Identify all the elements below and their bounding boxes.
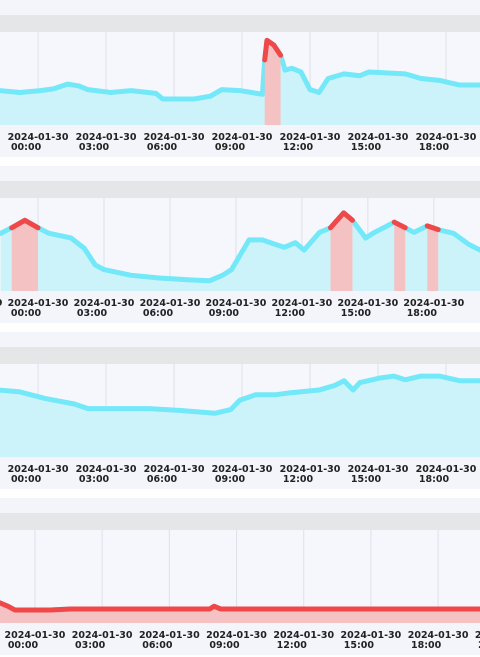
x-tick-date: 2024-01-30 [280,464,341,475]
alert-line [0,600,480,613]
x-tick-date: 2024-01-30 [212,464,273,475]
x-tick-time: 06:00 [147,142,178,153]
x-tick-time: 03:00 [77,308,108,319]
x-tick-date: 2024-01-30 [76,132,137,143]
alert-area [427,225,439,291]
x-tick-time: 00:00 [11,474,42,485]
panel: 2024-01-3000:002024-01-3003:002024-01-30… [0,498,480,657]
x-tick-date: 2024-01-30 [72,630,133,641]
x-tick-time: 09:00 [215,474,246,485]
x-tick-date: 2024-01-30 [408,630,469,641]
x-tick-date: 2024-01-30 [475,630,480,641]
panel-header [0,15,480,32]
x-tick-date: 2024-01-30 [5,630,66,641]
x-tick-date: 2024-01-30 [139,630,200,641]
panel-header [0,347,480,364]
x-tick-date: 2024-01-30 [144,464,205,475]
alert-area [0,602,480,623]
x-tick-time: 00:00 [8,640,39,651]
x-tick-time: 15:00 [344,640,375,651]
x-tick-date: 2024-01-30 [273,630,334,641]
area [0,376,480,457]
x-tick-time: 12:00 [275,308,306,319]
x-tick-time: 18:00 [407,308,438,319]
x-tick-date: 2024-01-29 [0,298,2,309]
panel-divider [0,157,480,160]
x-tick-date: 2024-01-30 [416,464,477,475]
x-tick-time: 06:00 [143,308,174,319]
x-tick-time: 12:00 [277,640,308,651]
x-tick-date: 2024-01-30 [280,132,341,143]
area [0,40,480,125]
x-tick-time: 15:00 [351,474,382,485]
panel: 2024-01-3000:002024-01-3003:002024-01-30… [0,0,480,160]
x-tick-date: 2024-01-30 [348,132,409,143]
panel: 2024-01-2921:002024-01-3000:002024-01-30… [0,166,480,326]
x-tick-date: 2024-01-30 [74,298,135,309]
x-tick-time: 15:00 [341,308,372,319]
panel: 2024-01-3000:002024-01-3003:002024-01-30… [0,332,480,492]
x-tick-time: 18:00 [411,640,442,651]
x-tick-time: 21:00 [478,640,480,651]
x-tick-time: 06:00 [142,640,173,651]
x-tick-time: 18:00 [419,474,450,485]
x-tick-time: 03:00 [75,640,106,651]
x-tick-date: 2024-01-30 [8,464,69,475]
x-tick-date: 2024-01-30 [212,132,273,143]
alert-area [11,220,39,291]
alert-area [330,212,353,291]
alert-line [424,223,441,233]
x-tick-time: 12:00 [283,474,314,485]
x-tick-date: 2024-01-30 [341,630,402,641]
x-tick-date: 2024-01-30 [348,464,409,475]
x-tick-time: 03:00 [79,474,110,485]
x-tick-time: 18:00 [419,142,450,153]
alert-area [394,222,406,291]
alert-line [391,219,408,231]
x-tick-date: 2024-01-30 [206,298,267,309]
x-tick-time: 00:00 [11,142,42,153]
x-tick-date: 2024-01-30 [416,132,477,143]
x-tick-date: 2024-01-30 [144,132,205,143]
x-tick-date: 2024-01-30 [8,132,69,143]
x-tick-date: 2024-01-30 [140,298,201,309]
alert-line [262,37,284,63]
panel-header [0,181,480,198]
x-tick-time: 15:00 [351,142,382,153]
panel-header [0,513,480,530]
line [0,373,480,416]
panel-divider [0,489,480,492]
x-tick-date: 2024-01-30 [8,298,69,309]
alert-line [9,217,41,231]
x-tick-time: 03:00 [79,142,110,153]
panel-divider [0,323,480,326]
x-tick-time: 00:00 [11,308,42,319]
x-tick-time: 09:00 [209,640,240,651]
x-tick-time: 09:00 [209,308,240,319]
x-tick-date: 2024-01-30 [337,298,398,309]
x-tick-time: 09:00 [215,142,246,153]
x-tick-date: 2024-01-30 [76,464,137,475]
x-tick-date: 2024-01-30 [403,298,464,309]
alert-line [327,210,355,231]
x-tick-date: 2024-01-30 [206,630,267,641]
x-tick-time: 06:00 [147,474,178,485]
alert-area [264,40,281,126]
x-tick-date: 2024-01-30 [272,298,333,309]
x-tick-time: 12:00 [283,142,314,153]
panel-divider [0,655,480,657]
